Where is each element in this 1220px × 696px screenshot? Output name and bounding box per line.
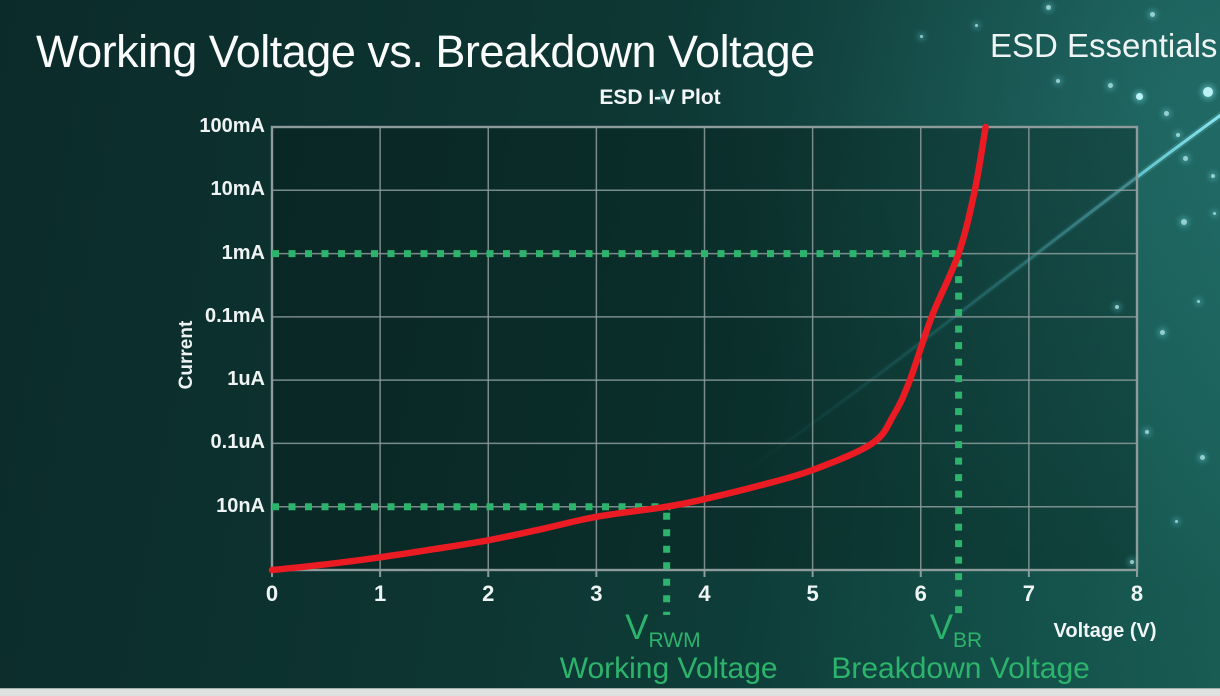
background-star — [1130, 560, 1134, 564]
x-tick-label: 5 — [806, 581, 819, 606]
v-symbol: V — [625, 608, 649, 647]
background-star — [1181, 219, 1187, 225]
background-star — [1136, 93, 1143, 100]
y-tick-label: 10nA — [216, 494, 265, 517]
v-subscript: RWM — [648, 629, 701, 652]
x-tick-label: 7 — [1022, 581, 1035, 606]
background-star — [1160, 330, 1165, 335]
y-tick-label: 0.1uA — [210, 431, 265, 454]
background-star — [920, 35, 923, 38]
y-tick-label: 1uA — [227, 368, 265, 391]
background-star — [1175, 520, 1178, 523]
page-title: Working Voltage vs. Breakdown Voltage — [36, 26, 815, 77]
background-star — [1213, 212, 1216, 215]
background-star — [1056, 79, 1060, 83]
x-tick-label: 8 — [1130, 581, 1144, 606]
x-axis-label: Voltage (V) — [1053, 620, 1157, 642]
background-star — [975, 24, 978, 27]
background-star — [1164, 111, 1169, 116]
v-subscript: BR — [953, 629, 983, 652]
y-tick-label: 10mA — [210, 178, 265, 201]
bottom-strip — [0, 688, 1220, 696]
vrwm-label: VRWM — [625, 608, 700, 653]
vbr-label: VBR — [930, 608, 983, 653]
background-star — [1200, 455, 1205, 460]
v-symbol: V — [929, 608, 954, 647]
x-tick-label: 1 — [374, 581, 387, 606]
background-star — [1046, 5, 1051, 10]
background-star — [1176, 133, 1180, 137]
iv-curve — [268, 123, 989, 574]
background-star — [661, 96, 664, 99]
brand-logo-text: ESD Essentials — [990, 27, 1218, 64]
plot-border — [270, 125, 1139, 572]
y-tick-label: 1mA — [221, 241, 265, 264]
x-tick-label: 3 — [590, 581, 603, 606]
background-star — [1145, 430, 1149, 434]
background-star — [1150, 12, 1155, 17]
background-star — [1183, 156, 1188, 161]
background-star — [1211, 174, 1215, 178]
swoosh-line — [734, 113, 1220, 480]
vbr-caption: Breakdown Voltage — [831, 652, 1090, 685]
x-tick-label: 6 — [914, 581, 927, 606]
x-tick-label: 4 — [698, 581, 711, 606]
background-star — [1115, 305, 1119, 309]
x-tick-label: 2 — [482, 581, 495, 606]
chart-title: ESD I-V Plot — [599, 86, 721, 109]
background-star — [1197, 300, 1200, 303]
y-tick-label: 100mA — [199, 115, 265, 137]
x-tick-label: 0 — [265, 581, 279, 606]
background-star — [1203, 87, 1213, 97]
background-star — [1108, 83, 1113, 88]
vrwm-caption: Working Voltage — [559, 652, 778, 685]
y-tick-label: 0.1mA — [204, 304, 265, 327]
